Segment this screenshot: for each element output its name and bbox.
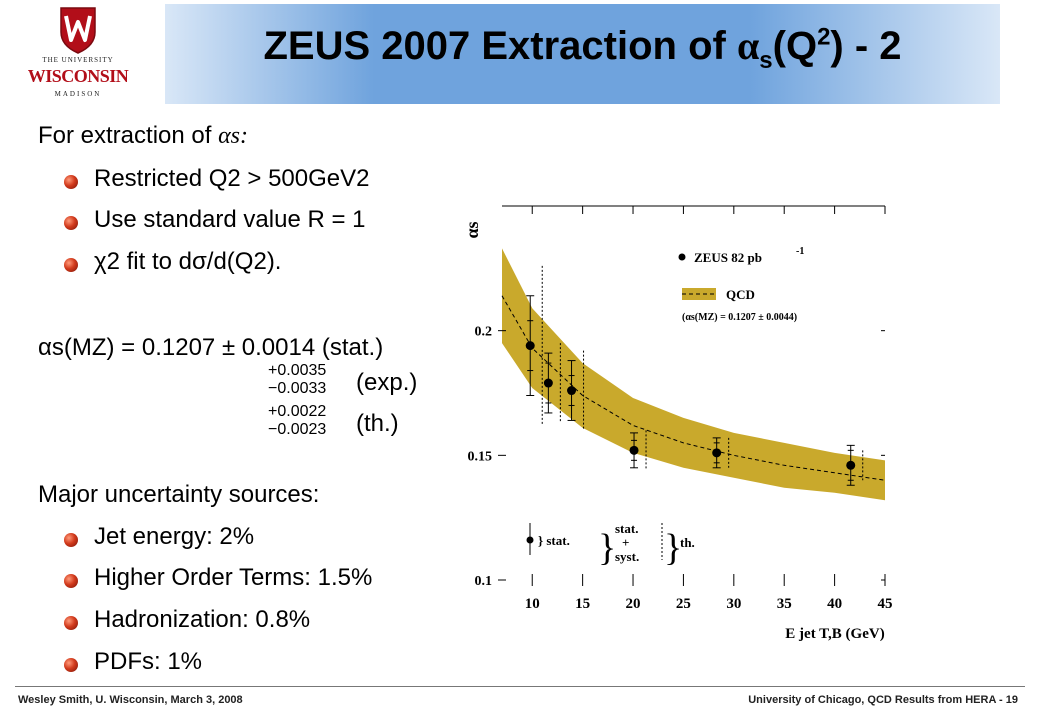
error-legend-syst-2: + — [622, 535, 629, 550]
bullet-icon — [64, 175, 78, 189]
legend-band-note: (αs(MZ) = 0.1207 ± 0.0044) — [682, 312, 797, 323]
exp-error-down: −0.0033 — [268, 380, 327, 397]
footer-right: University of Chicago, QCD Results from … — [748, 694, 1018, 706]
data-point — [567, 386, 577, 396]
x-tick-label: 20 — [626, 596, 641, 612]
legend-band-label: QCD — [726, 287, 755, 302]
university-logo: THE UNIVERSITY WISCONSIN MADISON — [22, 6, 134, 106]
x-tick-label: 10 — [525, 596, 540, 612]
alpha-s-chart: 10 15 20 25 30 35 40 45 0.1 0.15 0.2 αs E jet T,B (G… — [462, 205, 893, 642]
data-point — [712, 448, 722, 458]
bullet-icon — [64, 258, 78, 272]
alpha-result: αs(MZ) = 0.1207 ± 0.0014 (stat.) — [38, 334, 384, 361]
legend-data-label: ZEUS 82 pb — [694, 250, 762, 265]
footer-divider — [15, 686, 1025, 687]
x-tick-label: 45 — [878, 596, 893, 612]
data-point — [543, 378, 553, 388]
error-legend-th: th. — [680, 535, 695, 550]
x-tick-label: 30 — [726, 596, 741, 612]
bullet-icon — [64, 533, 78, 547]
legend-data-sup: -1 — [796, 246, 804, 257]
extraction-heading: For extraction of αs: — [38, 122, 249, 149]
logo-line3: MADISON — [54, 90, 102, 98]
y-tick-label: 0.1 — [475, 574, 493, 589]
error-legend-syst-1: stat. — [615, 521, 638, 536]
bullet-standard-r: Use standard value R = 1 — [94, 206, 366, 233]
logo-line2: WISCONSIN — [27, 66, 129, 86]
y-tick-label: 0.15 — [468, 449, 493, 464]
bullet-icon — [64, 658, 78, 672]
error-legend-brace-th: } — [664, 527, 682, 569]
x-axis-label: E jet T,B (GeV) — [785, 626, 884, 642]
th-error-down: −0.0023 — [268, 421, 327, 438]
error-legend-marker — [526, 536, 534, 544]
bullet-chi2-fit: χ2 fit to dσ/d(Q2). — [94, 248, 282, 275]
data-point — [525, 341, 535, 351]
x-tick-label: 15 — [575, 596, 590, 612]
qcd-central-line — [501, 295, 886, 481]
x-tick-label: 25 — [676, 596, 691, 612]
bullet-icon — [64, 574, 78, 588]
legend-marker — [678, 253, 686, 261]
bullet-icon — [64, 616, 78, 630]
y-tick-label: 0.2 — [475, 325, 493, 340]
bullet-restricted: Restricted Q2 > 500GeV2 — [94, 165, 370, 192]
error-legend-stat: } stat. — [538, 533, 570, 548]
bullet-pdfs: PDFs: 1% — [94, 648, 203, 675]
th-error-up: +0.0022 — [268, 403, 327, 420]
logo-line1: THE UNIVERSITY — [42, 56, 114, 64]
bullet-hadronization: Hadronization: 0.8% — [94, 606, 311, 633]
x-tick-label: 40 — [827, 596, 842, 612]
error-legend-brace: } — [598, 527, 616, 569]
uncertainty-heading: Major uncertainty sources: — [38, 481, 320, 508]
slide-title: ZEUS 2007 Extraction of αs(Q2) - 2 — [263, 23, 902, 74]
crest-icon — [60, 7, 96, 54]
exp-error-up: +0.0035 — [268, 362, 327, 379]
bullet-icon — [64, 216, 78, 230]
data-point — [629, 445, 639, 455]
bullet-jet-energy: Jet energy: 2% — [94, 523, 255, 550]
data-point — [846, 460, 856, 470]
error-legend-syst-3: syst. — [615, 549, 639, 564]
footer-left: Wesley Smith, U. Wisconsin, March 3, 200… — [18, 694, 243, 706]
x-tick-label: 35 — [777, 596, 792, 612]
exp-label: (exp.) — [356, 369, 418, 396]
y-axis-label: αs — [462, 221, 482, 238]
th-label: (th.) — [356, 410, 399, 437]
bullet-higher-order: Higher Order Terms: 1.5% — [94, 564, 373, 591]
title-banner — [165, 4, 1000, 104]
